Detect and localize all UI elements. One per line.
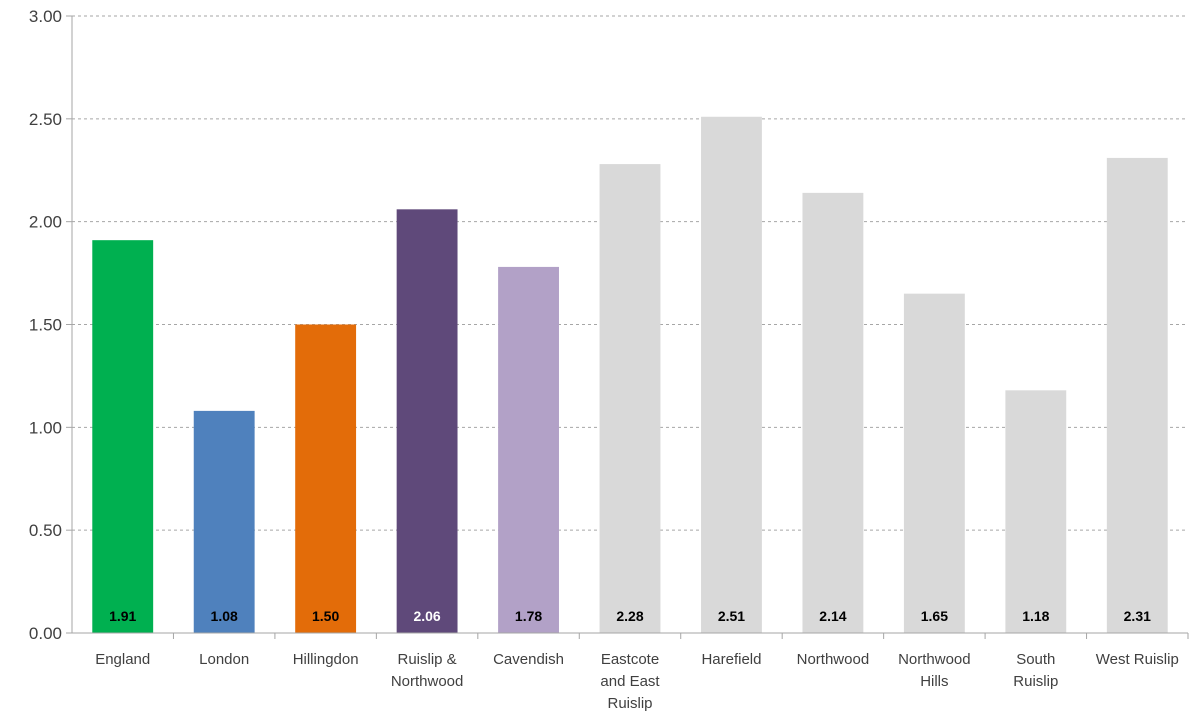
x-category-label: West Ruislip [1096, 651, 1179, 668]
x-axis-category-labels: England London Hillingdon Ruislip & Northwoo… [95, 651, 1179, 712]
x-category-label: London [199, 651, 249, 668]
bar [295, 324, 357, 633]
x-category-label-line: England [95, 651, 150, 668]
bar [193, 410, 255, 633]
x-category-label: Northwood [797, 651, 870, 668]
y-tick-label: 2.00 [29, 213, 62, 232]
x-category-label-line: West Ruislip [1096, 651, 1179, 668]
data-label: 1.18 [1022, 608, 1049, 624]
bar [498, 266, 559, 633]
data-label: 2.31 [1124, 608, 1151, 624]
x-category-label: Northwood Hills [898, 651, 971, 690]
data-label: 2.28 [616, 608, 643, 624]
x-category-label: Ruislip & Northwood [391, 651, 464, 690]
x-category-label-line: Ruislip [1013, 673, 1058, 690]
bar [701, 116, 762, 633]
x-category-label-line: Harefield [701, 651, 761, 668]
x-category-label: England [95, 651, 150, 668]
x-category-label: South Ruislip [1013, 651, 1058, 690]
data-label: 1.65 [921, 608, 948, 624]
data-label: 1.08 [211, 608, 238, 624]
x-category-label-line: and East [600, 673, 660, 690]
x-category-label: Hillingdon [293, 651, 359, 668]
y-tick-label: 2.50 [29, 110, 62, 129]
y-axis-tick-labels: 0.00 0.50 1.00 1.50 2.00 2.50 3.00 [29, 7, 62, 643]
y-tick-label: 1.00 [29, 418, 62, 437]
data-label: 1.91 [109, 608, 136, 624]
x-category-label: Harefield [701, 651, 761, 668]
x-category-label: Eastcote and East Ruislip [600, 651, 660, 712]
y-tick-label: 3.00 [29, 7, 62, 26]
x-category-label-line: Northwood [391, 673, 464, 690]
x-category-label-line: Ruislip & [397, 651, 456, 668]
data-label: 1.50 [312, 608, 339, 624]
data-label: 2.51 [718, 608, 745, 624]
bar [1106, 157, 1168, 633]
x-category-label-line: South [1016, 651, 1055, 668]
axes [66, 15, 1189, 639]
x-category-label-line: Northwood [898, 651, 971, 668]
bar [903, 293, 965, 633]
y-tick-label: 0.50 [29, 521, 62, 540]
bar [92, 240, 154, 633]
bar [1005, 390, 1067, 633]
data-label: 1.78 [515, 608, 542, 624]
x-category-label-line: Eastcote [601, 651, 659, 668]
data-labels: 1.91 1.08 1.50 2.06 1.78 2.28 2.51 2.14 1.65 1.18… [109, 608, 1151, 624]
bar [802, 192, 864, 633]
bar [599, 164, 661, 633]
data-label: 2.06 [413, 608, 440, 624]
x-category-label-line: Hills [920, 673, 948, 690]
y-tick-label: 1.50 [29, 316, 62, 335]
x-category-label: Cavendish [493, 651, 564, 668]
x-category-label-line: Ruislip [607, 695, 652, 712]
x-category-label-line: Hillingdon [293, 651, 359, 668]
data-label: 2.14 [819, 608, 846, 624]
x-category-label-line: Northwood [797, 651, 870, 668]
x-category-label-line: Cavendish [493, 651, 564, 668]
y-tick-label: 0.00 [29, 624, 62, 643]
bar [396, 209, 458, 633]
x-category-label-line: London [199, 651, 249, 668]
bars [92, 116, 1168, 633]
